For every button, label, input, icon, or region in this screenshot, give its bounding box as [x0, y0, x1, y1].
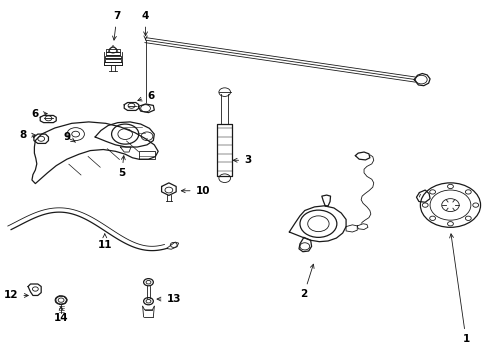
Polygon shape — [217, 125, 232, 176]
Polygon shape — [414, 73, 430, 86]
Text: 10: 10 — [181, 186, 210, 196]
Text: 4: 4 — [142, 12, 149, 36]
Polygon shape — [346, 225, 357, 232]
Polygon shape — [32, 122, 158, 184]
Text: 1: 1 — [450, 234, 469, 344]
Polygon shape — [299, 237, 312, 252]
Polygon shape — [138, 104, 154, 113]
Polygon shape — [322, 195, 331, 206]
Polygon shape — [162, 183, 176, 195]
Polygon shape — [139, 150, 155, 159]
Polygon shape — [34, 134, 49, 143]
Polygon shape — [28, 284, 41, 296]
Text: 9: 9 — [63, 132, 75, 142]
Text: 14: 14 — [54, 306, 69, 323]
Text: 11: 11 — [98, 234, 112, 250]
Polygon shape — [95, 122, 154, 147]
Polygon shape — [355, 152, 370, 160]
Text: 13: 13 — [157, 294, 181, 304]
Text: 7: 7 — [113, 12, 121, 40]
Polygon shape — [40, 116, 56, 123]
Polygon shape — [357, 224, 368, 229]
Polygon shape — [124, 103, 139, 111]
Text: 2: 2 — [300, 264, 314, 300]
Text: 12: 12 — [4, 291, 28, 301]
Polygon shape — [289, 206, 346, 242]
Text: 3: 3 — [233, 155, 251, 165]
Text: 6: 6 — [138, 91, 154, 101]
Text: 6: 6 — [31, 109, 47, 119]
Text: 5: 5 — [118, 156, 125, 178]
Text: 8: 8 — [20, 130, 36, 140]
